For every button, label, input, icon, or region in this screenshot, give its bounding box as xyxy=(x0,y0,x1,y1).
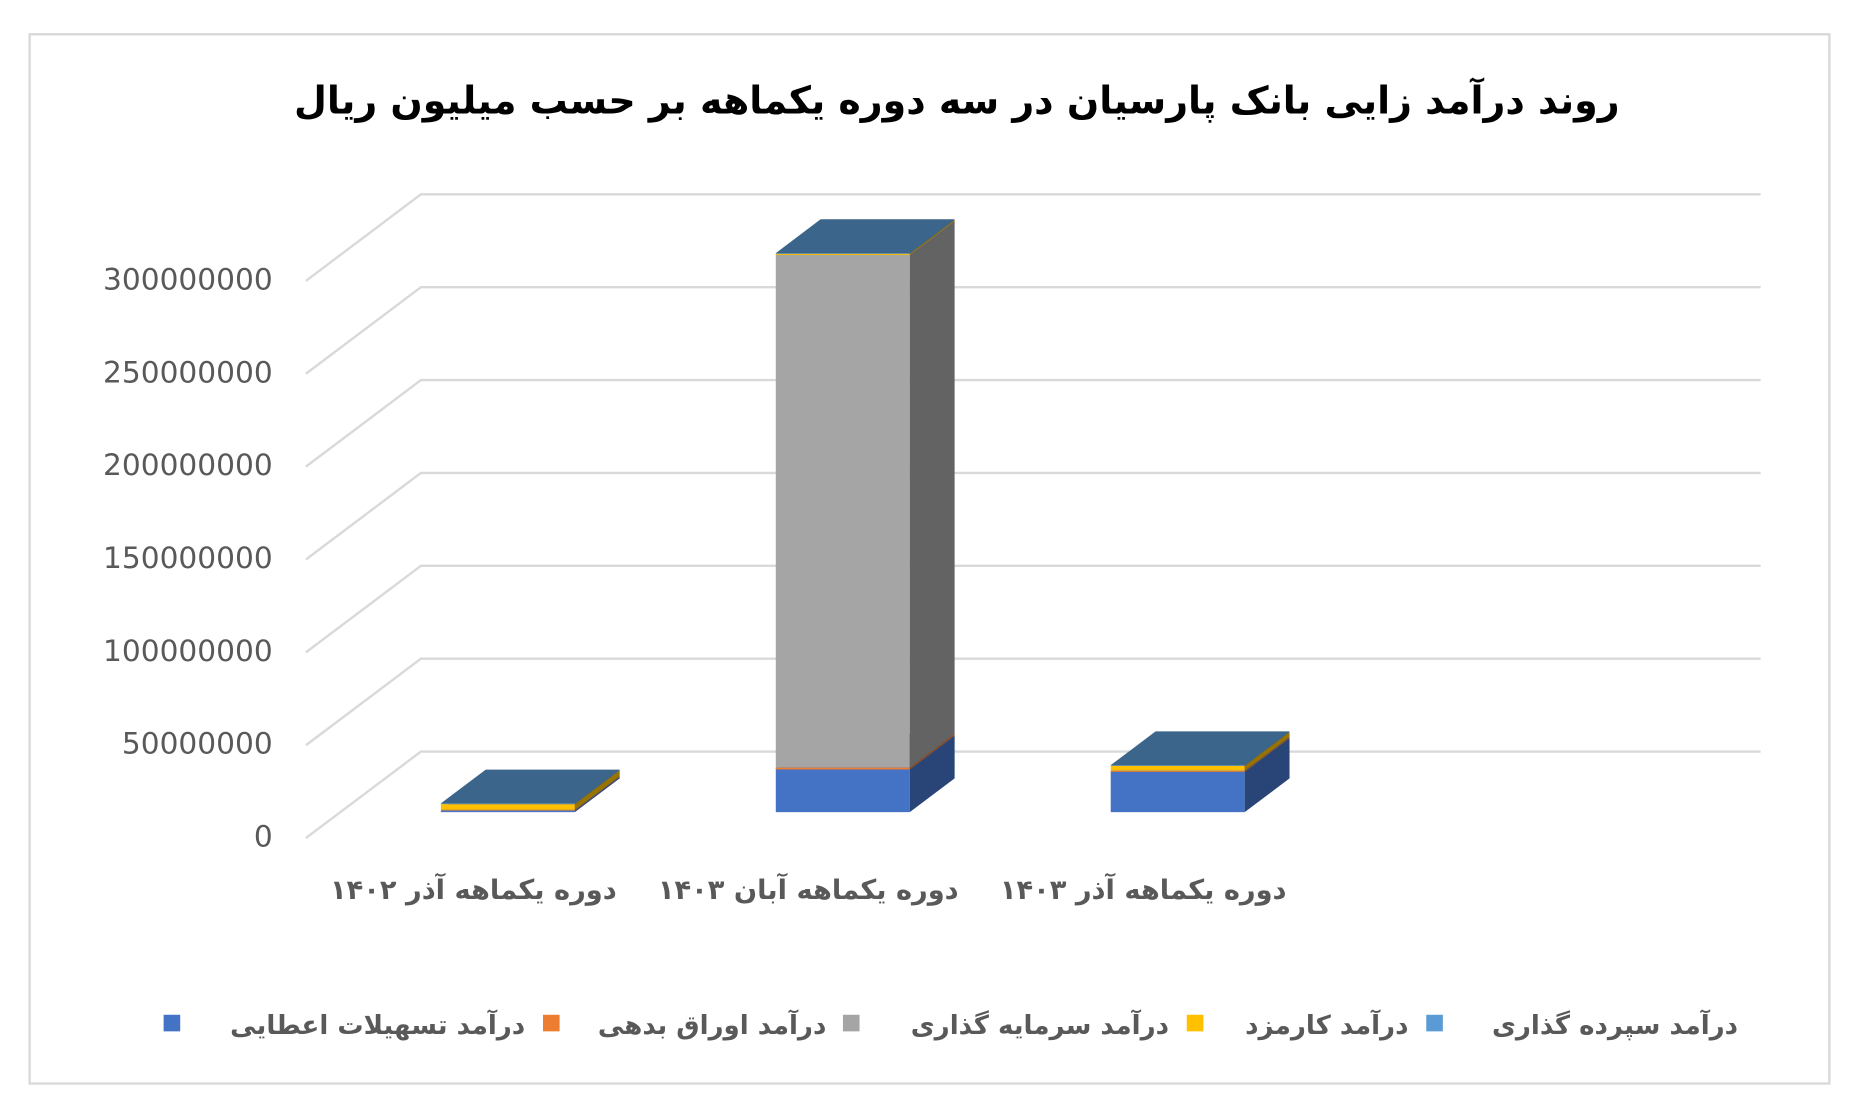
x-tick-label: دوره یکماهه آذر ۱۴۰۲ xyxy=(330,873,617,906)
bar-side xyxy=(1244,737,1290,772)
grid-line xyxy=(305,750,1761,840)
bar-side xyxy=(909,219,955,254)
legend-marker xyxy=(1426,1014,1443,1032)
bar-front xyxy=(1110,770,1245,772)
bar-side xyxy=(574,770,620,810)
bar-side xyxy=(1244,731,1290,766)
grid-line xyxy=(305,378,1761,468)
grid-line xyxy=(305,286,1761,375)
y-tick-label: 300000000 xyxy=(103,261,273,296)
bar-side xyxy=(574,776,620,811)
y-tick-label: 200000000 xyxy=(103,447,273,482)
y-tick-label: 250000000 xyxy=(103,354,273,389)
bar-front xyxy=(775,253,910,254)
bar-front xyxy=(440,810,575,811)
legend-label: درآمد کارمزد xyxy=(1245,1009,1408,1041)
bar-front xyxy=(440,803,575,805)
bar-front xyxy=(1110,765,1245,771)
bar-side xyxy=(574,775,620,811)
bar-segment xyxy=(775,221,955,768)
bar-front xyxy=(775,767,910,770)
bar-front xyxy=(775,769,910,813)
bar-side xyxy=(1244,736,1290,771)
x-tick-label: دوره یکماهه آبان ۱۴۰۳ xyxy=(658,873,959,906)
bar-top xyxy=(1110,731,1290,766)
bar-front xyxy=(440,810,575,813)
bar-segment xyxy=(775,219,955,254)
bar-segment xyxy=(1110,731,1290,766)
bar-side xyxy=(909,220,955,255)
bar-side xyxy=(574,769,620,805)
bar-front xyxy=(1110,771,1245,813)
bar-side xyxy=(574,776,620,813)
grid-line xyxy=(305,193,1761,282)
legend-label: درآمد تسهیلات اعطایی xyxy=(230,1009,525,1041)
bar-side xyxy=(909,733,955,770)
bar-front xyxy=(775,253,910,255)
y-tick-label: 50000000 xyxy=(122,726,273,761)
y-tick-label: 0 xyxy=(254,819,273,854)
y-tick-label: 100000000 xyxy=(103,633,273,668)
legend-label: درآمد اوراق بدهی xyxy=(598,1009,826,1041)
legend-marker xyxy=(163,1014,181,1032)
bar-side xyxy=(909,735,955,813)
bar-front xyxy=(775,254,910,768)
bar-side xyxy=(909,221,955,768)
bar-side xyxy=(1244,732,1290,771)
bar-front xyxy=(1110,765,1245,766)
grid-line xyxy=(305,564,1761,654)
y-tick-label: 150000000 xyxy=(103,540,273,575)
bar-side xyxy=(1244,738,1290,813)
legend-marker xyxy=(1186,1014,1204,1032)
bar-top xyxy=(775,219,955,254)
bar-top xyxy=(440,769,620,804)
legend-label: درآمد سپرده گذاری xyxy=(1492,1009,1738,1041)
grid-line xyxy=(305,657,1761,747)
bar-front xyxy=(440,804,575,810)
legend-marker xyxy=(842,1014,860,1032)
legend-marker xyxy=(542,1014,560,1032)
x-tick-label: دوره یکماهه آذر ۱۴۰۳ xyxy=(1000,873,1287,906)
grid-line xyxy=(305,471,1761,561)
bar-segment xyxy=(440,769,620,805)
chart-title: روند درآمد زایی بانک پارسیان در سه دوره … xyxy=(294,77,1620,123)
legend-label: درآمد سرمایه گذاری xyxy=(911,1009,1169,1041)
